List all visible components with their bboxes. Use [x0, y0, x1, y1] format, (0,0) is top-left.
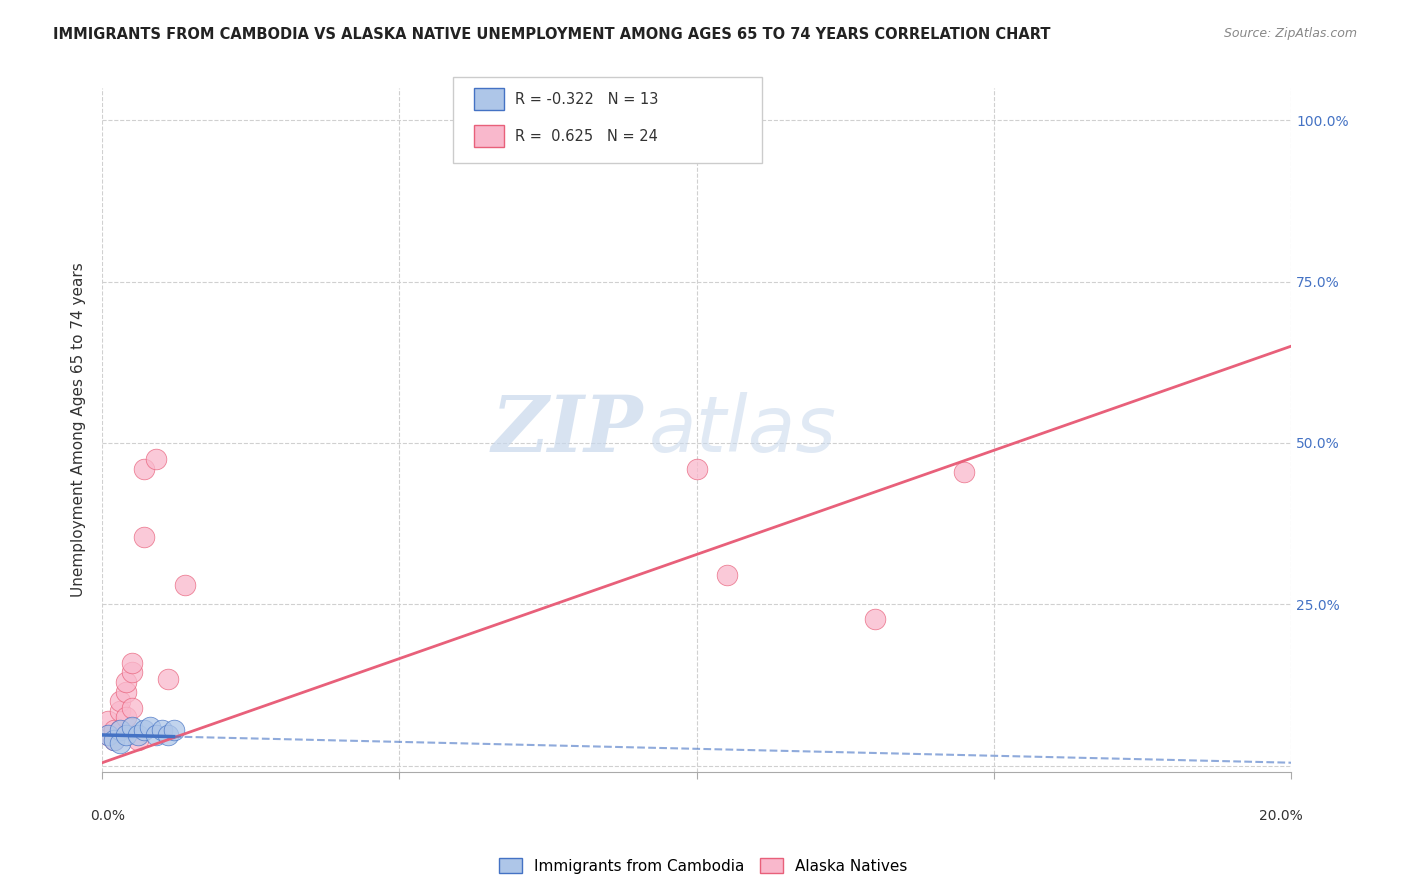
Point	[97, 728, 120, 742]
Point	[150, 723, 173, 738]
Point	[108, 723, 131, 738]
Point	[127, 728, 149, 742]
Point	[121, 701, 143, 715]
Point	[132, 723, 155, 738]
Point	[174, 578, 197, 592]
Point	[132, 462, 155, 476]
Point	[103, 723, 125, 738]
Point	[145, 728, 167, 742]
Text: IMMIGRANTS FROM CAMBODIA VS ALASKA NATIVE UNEMPLOYMENT AMONG AGES 65 TO 74 YEARS: IMMIGRANTS FROM CAMBODIA VS ALASKA NATIV…	[53, 27, 1050, 42]
Point	[132, 530, 155, 544]
Point	[121, 720, 143, 734]
Point	[953, 465, 976, 479]
Text: 0.0%: 0.0%	[90, 809, 125, 823]
Text: ZIP: ZIP	[492, 392, 644, 468]
Text: R =  0.625   N = 24: R = 0.625 N = 24	[515, 128, 658, 144]
Text: R = -0.322   N = 13: R = -0.322 N = 13	[515, 92, 658, 107]
Text: 20.0%: 20.0%	[1260, 809, 1303, 823]
Point	[156, 728, 179, 742]
Point	[145, 452, 167, 467]
Point	[97, 714, 120, 728]
Text: Source: ZipAtlas.com: Source: ZipAtlas.com	[1223, 27, 1357, 40]
Point	[108, 723, 131, 738]
Point	[115, 675, 138, 690]
Point	[121, 656, 143, 670]
Y-axis label: Unemployment Among Ages 65 to 74 years: Unemployment Among Ages 65 to 74 years	[72, 263, 86, 598]
Point	[108, 694, 131, 708]
Point	[162, 723, 184, 738]
Point	[108, 704, 131, 718]
Text: atlas: atlas	[650, 392, 837, 468]
Point	[115, 710, 138, 724]
Point	[115, 684, 138, 698]
Legend: Immigrants from Cambodia, Alaska Natives: Immigrants from Cambodia, Alaska Natives	[492, 852, 914, 880]
FancyBboxPatch shape	[474, 88, 505, 111]
Point	[103, 733, 125, 747]
Point	[108, 736, 131, 750]
FancyBboxPatch shape	[474, 126, 505, 147]
Point	[127, 733, 149, 747]
Point	[139, 720, 162, 734]
Point	[156, 672, 179, 686]
Point	[537, 113, 560, 128]
Point	[686, 462, 709, 476]
Point	[103, 733, 125, 747]
FancyBboxPatch shape	[453, 78, 762, 163]
Point	[716, 568, 738, 582]
Point	[115, 728, 138, 742]
Point	[121, 665, 143, 680]
Point	[863, 612, 886, 626]
Point	[97, 728, 120, 742]
